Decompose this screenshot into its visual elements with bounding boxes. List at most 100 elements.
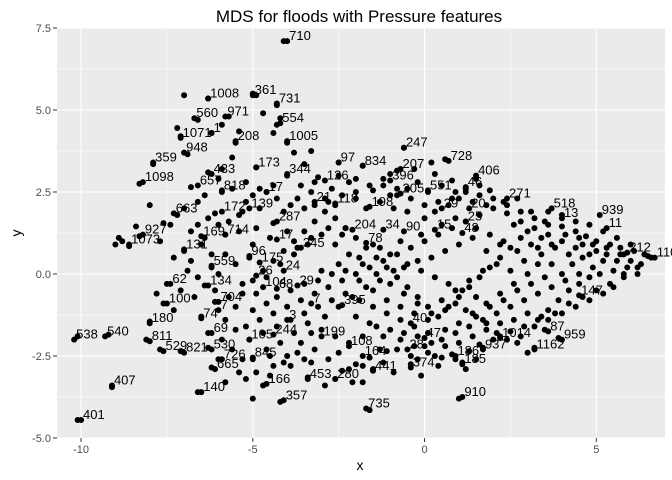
data-point xyxy=(558,215,565,222)
data-point xyxy=(442,307,449,314)
data-point xyxy=(407,364,414,371)
data-point xyxy=(486,303,493,310)
data-point xyxy=(490,336,497,343)
data-point xyxy=(476,182,483,189)
data-point xyxy=(558,310,565,317)
data-point xyxy=(352,175,359,182)
data-point xyxy=(390,369,397,376)
data-point xyxy=(521,257,528,264)
point-label: 147 xyxy=(581,282,603,297)
data-point xyxy=(139,179,146,186)
data-point xyxy=(308,148,315,154)
point-label: 172 xyxy=(224,199,246,214)
data-point xyxy=(311,346,318,353)
point-label: 48 xyxy=(464,220,478,235)
point-label: 29 xyxy=(299,272,313,287)
data-point xyxy=(634,271,641,277)
data-point xyxy=(139,231,146,238)
data-point xyxy=(452,353,459,359)
point-label: 406 xyxy=(478,163,500,178)
data-point xyxy=(421,202,428,209)
data-point xyxy=(218,166,225,173)
point-label: 100 xyxy=(169,291,191,306)
y-tick-label: -2.5 xyxy=(32,351,51,363)
data-point xyxy=(503,202,510,209)
data-point xyxy=(184,267,191,274)
data-point xyxy=(301,280,308,287)
data-point xyxy=(548,241,555,248)
data-point xyxy=(335,159,342,166)
data-point xyxy=(414,356,421,363)
point-label: 17 xyxy=(279,227,293,242)
data-point xyxy=(359,333,366,340)
data-point xyxy=(332,241,339,248)
data-point xyxy=(473,172,480,179)
data-point xyxy=(593,287,600,294)
data-point xyxy=(366,182,373,189)
data-point xyxy=(328,297,335,304)
data-point xyxy=(280,267,287,274)
point-label: 1073 xyxy=(131,231,160,246)
data-point xyxy=(328,271,335,277)
data-point xyxy=(466,323,473,330)
data-point xyxy=(318,326,325,333)
data-point xyxy=(273,195,280,202)
data-point xyxy=(284,303,291,310)
data-point xyxy=(304,241,311,248)
data-point xyxy=(548,205,555,212)
data-point xyxy=(428,339,435,346)
data-point xyxy=(253,369,260,376)
data-point xyxy=(359,261,366,268)
data-point xyxy=(380,333,387,340)
data-point xyxy=(370,287,377,294)
data-point xyxy=(208,251,215,258)
data-point xyxy=(102,333,109,340)
data-point xyxy=(397,238,404,245)
data-point xyxy=(497,241,504,248)
point-label: 139 xyxy=(251,195,273,210)
data-point xyxy=(352,313,359,320)
data-point xyxy=(308,330,315,337)
point-label: 212 xyxy=(629,240,651,255)
data-point xyxy=(198,315,205,322)
data-point xyxy=(462,218,469,225)
point-label: 97 xyxy=(341,149,355,164)
data-point xyxy=(548,261,555,268)
data-point xyxy=(198,241,205,248)
data-point xyxy=(170,307,177,314)
data-point xyxy=(376,244,383,251)
data-point xyxy=(565,251,572,258)
data-point xyxy=(170,254,177,261)
y-tick-label: 0.0 xyxy=(36,269,51,281)
data-point xyxy=(617,244,624,251)
data-point xyxy=(146,338,153,345)
data-point xyxy=(596,211,603,218)
data-point xyxy=(150,159,157,166)
data-point xyxy=(352,189,359,195)
point-label: 345 xyxy=(303,235,325,250)
data-point xyxy=(345,179,352,186)
data-point xyxy=(586,251,593,258)
x-axis-ticks: -10 -5 0 5 xyxy=(73,438,599,456)
data-point xyxy=(126,241,133,248)
data-point xyxy=(545,221,552,228)
data-point xyxy=(208,129,215,136)
data-point xyxy=(414,179,421,186)
point-label: 948 xyxy=(186,140,208,155)
point-label: 560 xyxy=(196,105,218,120)
point-label: 1098 xyxy=(145,169,174,184)
data-point xyxy=(215,271,222,277)
x-tick-label: 5 xyxy=(593,444,599,456)
data-point xyxy=(181,246,188,253)
data-point xyxy=(469,234,476,241)
point-label: 205 xyxy=(403,181,425,196)
data-point xyxy=(291,149,298,156)
data-point xyxy=(455,320,462,327)
data-point xyxy=(531,346,538,353)
data-point xyxy=(270,362,277,369)
point-label: 175 xyxy=(262,250,284,265)
point-label: 3 xyxy=(289,307,296,322)
data-point xyxy=(222,231,229,238)
point-label: 834 xyxy=(365,153,387,168)
point-label: 90 xyxy=(406,218,420,233)
